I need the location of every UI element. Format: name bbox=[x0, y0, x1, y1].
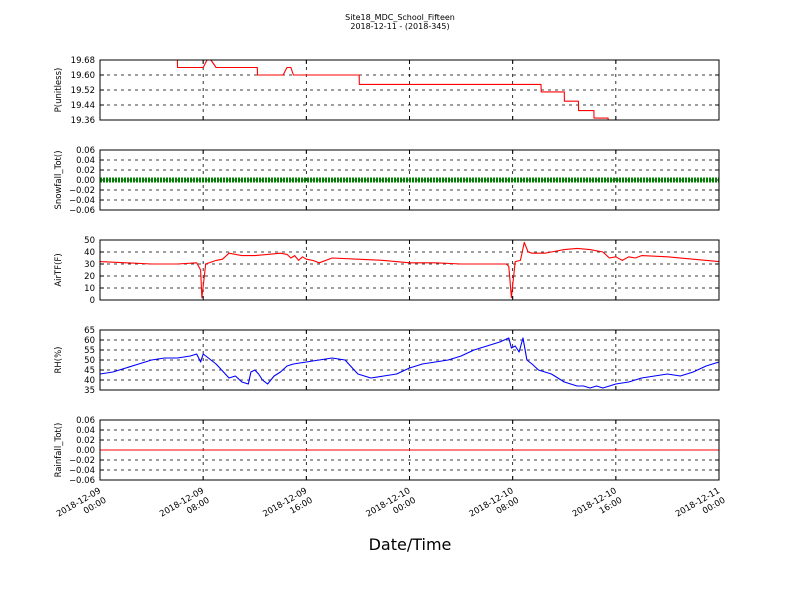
y-tick-label: 50 bbox=[84, 236, 95, 246]
y-tick-label: −0.04 bbox=[69, 196, 95, 206]
y-tick-label: 0 bbox=[90, 296, 95, 306]
y-tick-label: 0.06 bbox=[76, 416, 95, 426]
y-tick-label: 40 bbox=[84, 248, 95, 258]
chart-panel-3: 0 10 20 30 40 50 AirTF(F) bbox=[54, 236, 720, 306]
y-axis-label: P(unitless) bbox=[54, 68, 64, 113]
y-tick-label: −0.02 bbox=[69, 456, 95, 466]
y-tick-label: 0.00 bbox=[76, 176, 95, 186]
y-tick-label: 60 bbox=[84, 336, 95, 346]
series-line-blue bbox=[99, 337, 720, 389]
y-tick-label: 50 bbox=[84, 356, 95, 366]
chart-panel-1: 19.36 19.44 19.52 19.60 19.68 P(unitless) bbox=[54, 56, 720, 126]
chart-panel-5: −0.06−0.04−0.020.000.020.040.06 Rainfall_… bbox=[54, 416, 720, 486]
y-tick-label: 55 bbox=[84, 346, 95, 356]
y-axis-label: Rainfall_Tot() bbox=[54, 423, 64, 478]
y-axis-label: Snowfall_Tot() bbox=[54, 150, 64, 209]
figure-title: Site18_MDC_School_Fifteen bbox=[345, 13, 455, 22]
y-tick-label: −0.06 bbox=[69, 476, 95, 486]
y-tick-label: 40 bbox=[84, 376, 95, 386]
y-tick-label: 0.02 bbox=[76, 166, 95, 176]
y-axis-label: RH(%) bbox=[54, 346, 64, 373]
y-tick-label: 65 bbox=[84, 326, 95, 336]
y-tick-label: 19.44 bbox=[71, 101, 95, 111]
y-tick-label: 30 bbox=[84, 260, 95, 270]
y-tick-label: 45 bbox=[84, 366, 95, 376]
y-tick-label: 0.06 bbox=[76, 146, 95, 156]
y-tick-label: −0.06 bbox=[69, 206, 95, 216]
y-tick-label: −0.04 bbox=[69, 466, 95, 476]
y-tick-label: 10 bbox=[84, 284, 95, 294]
y-tick-label: 20 bbox=[84, 272, 95, 282]
chart-panel-2: −0.06−0.04−0.020.000.020.040.06 Snowfall_… bbox=[54, 146, 720, 216]
y-tick-label: 19.52 bbox=[71, 86, 95, 96]
y-tick-label: 0.00 bbox=[76, 446, 95, 456]
y-tick-label: 19.68 bbox=[71, 56, 95, 66]
y-tick-label: 19.60 bbox=[71, 71, 95, 81]
y-tick-label: 0.02 bbox=[76, 436, 95, 446]
y-tick-label: −0.02 bbox=[69, 186, 95, 196]
figure-subtitle: 2018-12-11 - (2018-345) bbox=[350, 22, 449, 31]
y-tick-label: 35 bbox=[84, 386, 95, 396]
y-axis-label: AirTF(F) bbox=[54, 253, 64, 286]
y-tick-label: 19.36 bbox=[71, 116, 95, 126]
y-tick-label: 0.04 bbox=[76, 156, 95, 166]
y-tick-label: 0.04 bbox=[76, 426, 95, 436]
x-axis-label: Date/Time bbox=[369, 535, 452, 554]
series-line-red bbox=[99, 241, 720, 299]
